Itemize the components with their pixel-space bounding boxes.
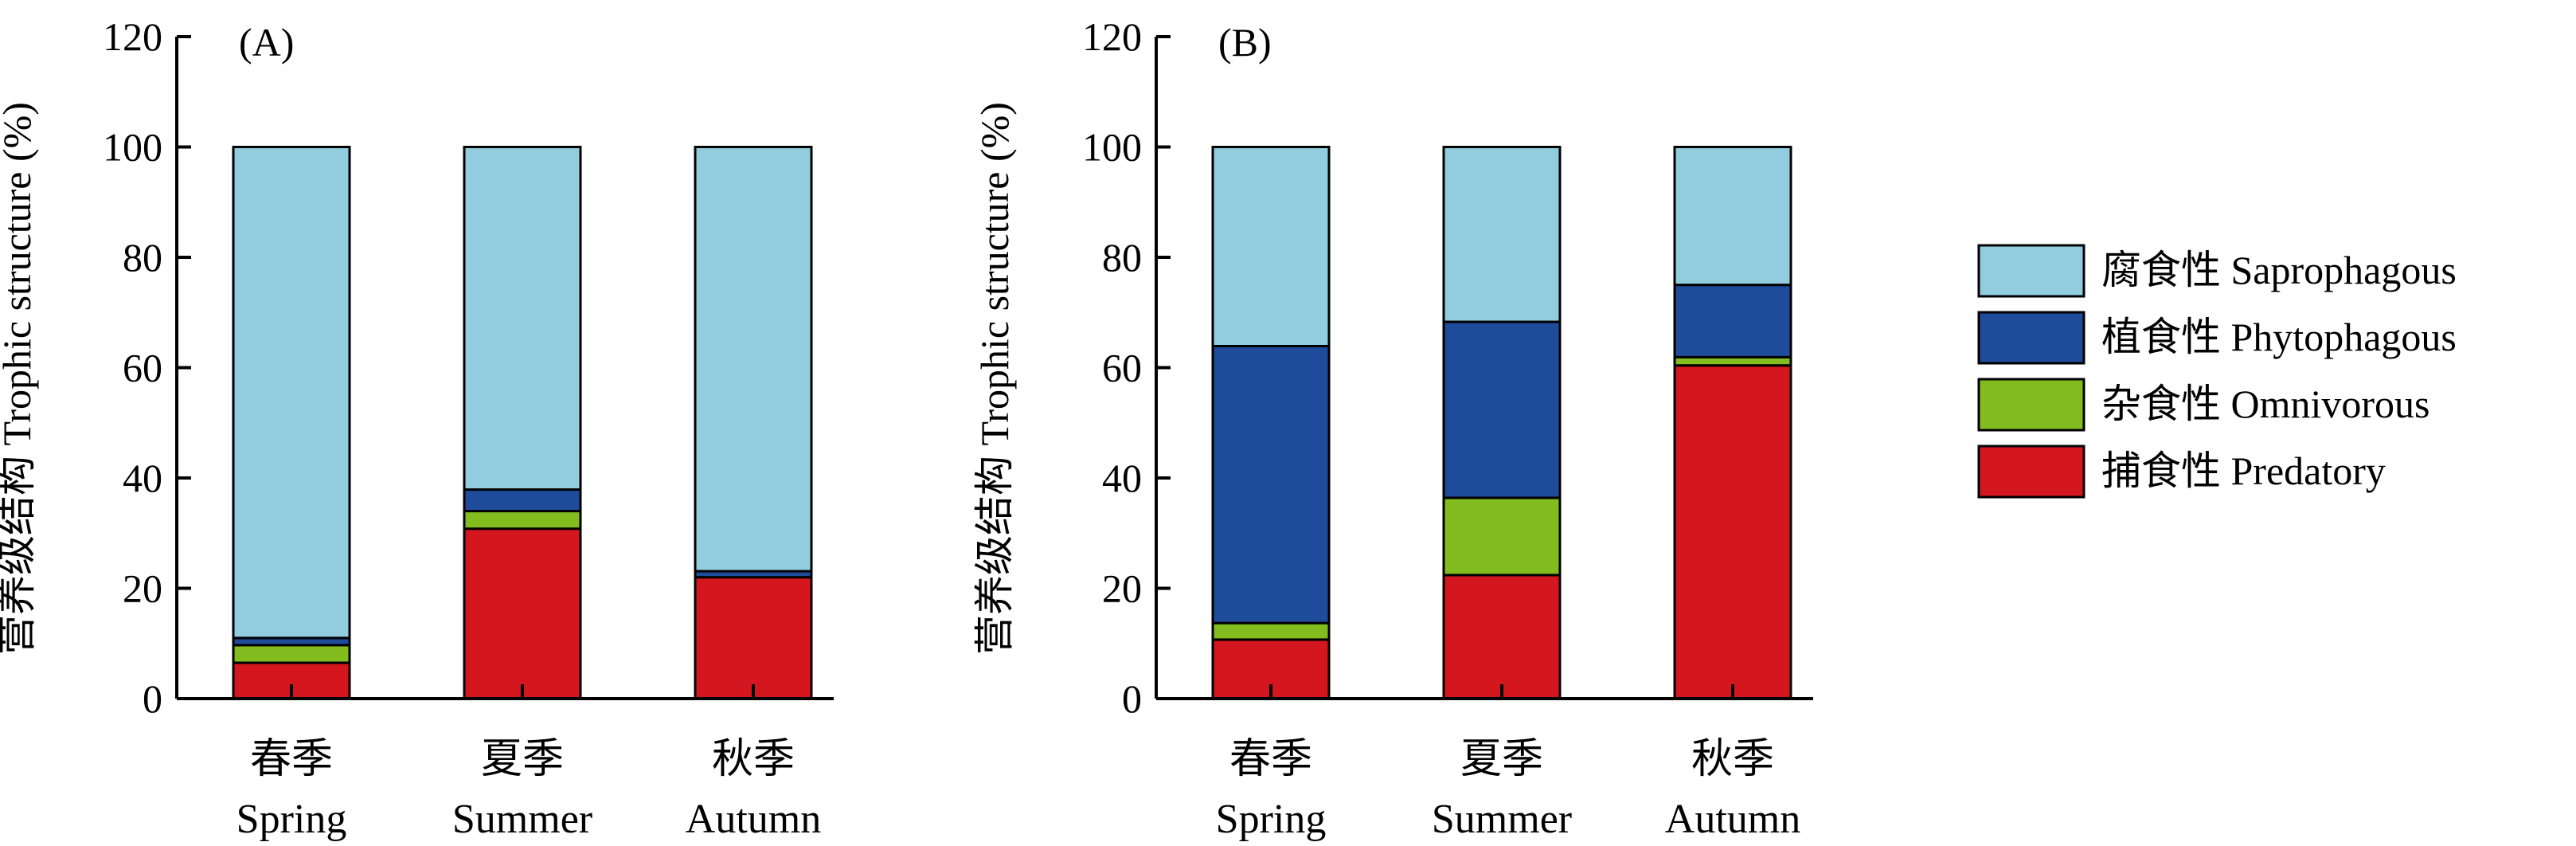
x-tick-label-en: Summer [1432,797,1572,842]
y-axis-title: 营养级结构 Trophic structure (%) [0,102,39,655]
y-tick-label: 100 [1082,125,1142,170]
bar-segment-saprophagous [463,146,582,492]
x-tick-label-en: Spring [236,797,347,842]
legend-label-phytophagous: 植食性 Phytophagous [2101,315,2457,359]
y-tick-label: 20 [123,566,162,611]
y-tick-label: 80 [1102,235,1142,280]
legend-swatch-omnivorous [1977,378,2085,432]
x-tick-label-en: Autumn [1665,797,1800,842]
bar-segment-omnivorous [1673,355,1792,367]
bar-segment-saprophagous [232,146,351,640]
panel-a-chart: 0 20 40 60 80 100 120 春季 Spring 夏季 Summer 秋季 Autumn 营… [0,14,834,842]
y-tick-label: 20 [1102,566,1142,611]
x-tick-label-en: Summer [452,797,592,842]
legend: 腐食性 Saprophagous 植食性 Phytophagous 杂食性 Omni… [1977,244,2457,499]
x-tick-label-zh: 秋季 [1691,737,1774,782]
bar-segment-saprophagous [1211,146,1331,347]
x-tick-label-zh: 秋季 [712,737,795,782]
y-axis-title: 营养级结构 Trophic structure (%) [972,102,1017,655]
y-tick-label: 0 [143,676,162,721]
bar-segment-phytophagous [463,488,582,513]
bar-segment-saprophagous [1442,146,1562,323]
legend-swatch-phytophagous [1977,311,2085,365]
bar-segment-phytophagous [1442,320,1562,499]
legend-label-predatory: 捕食性 Predatory [2101,448,2386,493]
x-tick-label-zh: 夏季 [481,737,564,782]
y-tick-label: 0 [1122,676,1142,721]
y-tick-label: 60 [1102,346,1142,390]
x-tick-label-zh: 春季 [1229,737,1312,782]
bar-segment-predatory [1442,574,1562,700]
bar-segment-phytophagous [1673,284,1792,358]
bar-segment-omnivorous [463,510,582,531]
y-tick-label: 120 [103,14,162,59]
y-tick-label: 120 [1082,14,1142,59]
bar-segment-omnivorous [1442,496,1562,577]
bar-segment-phytophagous [1211,344,1331,625]
x-tick-label-en: Spring [1216,797,1327,842]
y-tick-label: 40 [123,456,162,500]
bar-segment-predatory [1673,364,1792,700]
y-tick-label: 80 [123,235,162,280]
legend-swatch-saprophagous [1977,244,2085,298]
bar-segment-omnivorous [1211,621,1331,641]
panel-b-chart: 0 20 40 60 80 100 120 春季 Spring 夏季 Summer 秋季 Autumn 营… [972,14,1813,842]
x-tick-label-zh: 夏季 [1460,737,1543,782]
bar-segment-predatory [694,576,813,700]
panel-label: (A) [239,20,294,65]
legend-label-omnivorous: 杂食性 Omnivorous [2101,382,2430,426]
bar-segment-predatory [463,527,582,700]
y-tick-label: 60 [123,346,162,390]
x-tick-label-en: Autumn [686,797,821,842]
y-tick-label: 100 [103,125,162,170]
panel-label: (B) [1218,20,1272,65]
legend-label-saprophagous: 腐食性 Saprophagous [2101,248,2457,292]
bar-segment-saprophagous [694,146,813,573]
y-tick-label: 40 [1102,456,1142,500]
bar-segment-saprophagous [1673,146,1792,287]
bar-segment-omnivorous [232,644,351,664]
x-tick-label-zh: 春季 [250,737,333,782]
legend-swatch-predatory [1977,445,2085,499]
